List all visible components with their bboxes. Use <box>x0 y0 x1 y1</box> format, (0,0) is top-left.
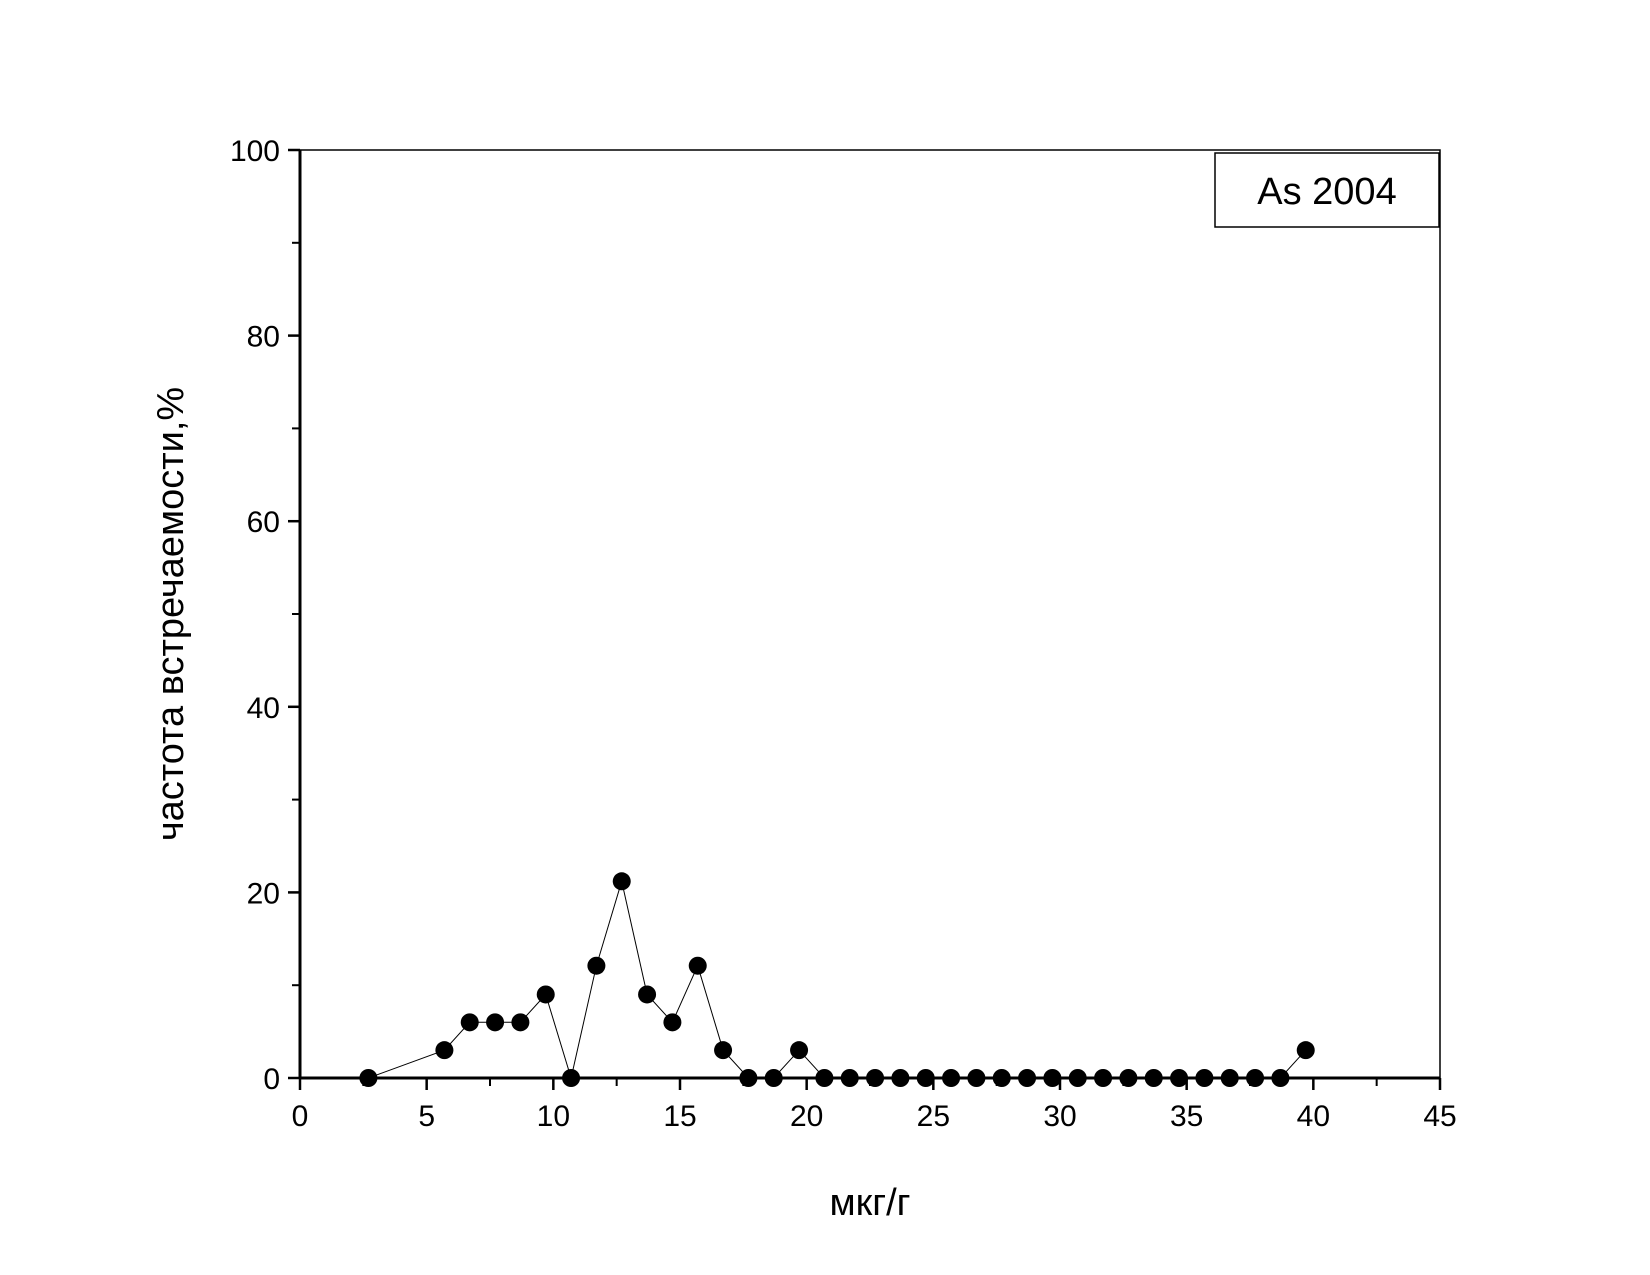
data-point <box>359 1069 378 1087</box>
data-point <box>1170 1069 1189 1087</box>
data-point <box>562 1069 581 1087</box>
data-point <box>1296 1041 1315 1060</box>
data-point <box>866 1069 885 1087</box>
data-point <box>1043 1069 1062 1087</box>
data-point <box>815 1069 834 1087</box>
data-point <box>688 956 707 975</box>
data-point <box>1018 1069 1037 1087</box>
x-tick-label: 45 <box>1423 1100 1456 1133</box>
data-point <box>1094 1069 1113 1087</box>
data-point <box>790 1041 809 1060</box>
x-tick-label: 5 <box>418 1100 435 1133</box>
data-point <box>511 1013 530 1032</box>
x-tick-label: 35 <box>1170 1100 1203 1133</box>
data-point <box>587 956 606 975</box>
data-point <box>1246 1069 1265 1087</box>
data-point <box>663 1013 682 1032</box>
data-point <box>460 1013 479 1032</box>
y-tick-label: 0 <box>263 1063 280 1096</box>
data-point <box>714 1041 733 1060</box>
x-tick-label: 30 <box>1043 1100 1076 1133</box>
x-tick-label: 10 <box>537 1100 570 1133</box>
x-tick-label: 15 <box>663 1100 696 1133</box>
axes: 0 5 10 15 20 25 30 35 40 45 0 20 40 60 80 100 <box>230 135 1457 1133</box>
x-tick-label: 0 <box>292 1100 309 1133</box>
data-point <box>536 985 555 1004</box>
x-tick-label: 40 <box>1297 1100 1330 1133</box>
legend: As 2004 <box>1214 152 1440 228</box>
y-tick-label: 60 <box>247 506 280 539</box>
plot-frame <box>299 149 1441 1079</box>
data-point <box>764 1069 783 1087</box>
data-point <box>486 1013 505 1032</box>
x-axis-title: мкг/г <box>829 1182 910 1224</box>
x-tick-label: 25 <box>917 1100 950 1133</box>
legend-box <box>1214 152 1440 228</box>
y-tick-label: 40 <box>247 692 280 725</box>
data-point <box>1144 1069 1163 1087</box>
data-point <box>967 1069 986 1087</box>
data-point <box>1220 1069 1239 1087</box>
legend-label: As 2004 <box>1257 171 1396 213</box>
data-point <box>612 872 631 891</box>
data-point <box>840 1069 859 1087</box>
data-point <box>739 1069 758 1087</box>
data-point <box>1119 1069 1138 1087</box>
data-point <box>1271 1069 1290 1087</box>
data-point <box>435 1041 454 1060</box>
y-axis-title: частота встречаемости,% <box>150 387 192 841</box>
y-tick-label: 80 <box>247 321 280 354</box>
data-point <box>1068 1069 1087 1087</box>
data-point <box>1195 1069 1214 1087</box>
data-point <box>891 1069 910 1087</box>
x-tick-label: 20 <box>790 1100 823 1133</box>
data-point <box>942 1069 961 1087</box>
y-tick-label: 20 <box>247 877 280 910</box>
y-tick-label: 100 <box>230 135 280 168</box>
data-point <box>916 1069 935 1087</box>
series-line <box>368 879 1307 1080</box>
data-point <box>638 985 657 1004</box>
series-layer <box>359 872 1315 1087</box>
data-point <box>992 1069 1011 1087</box>
